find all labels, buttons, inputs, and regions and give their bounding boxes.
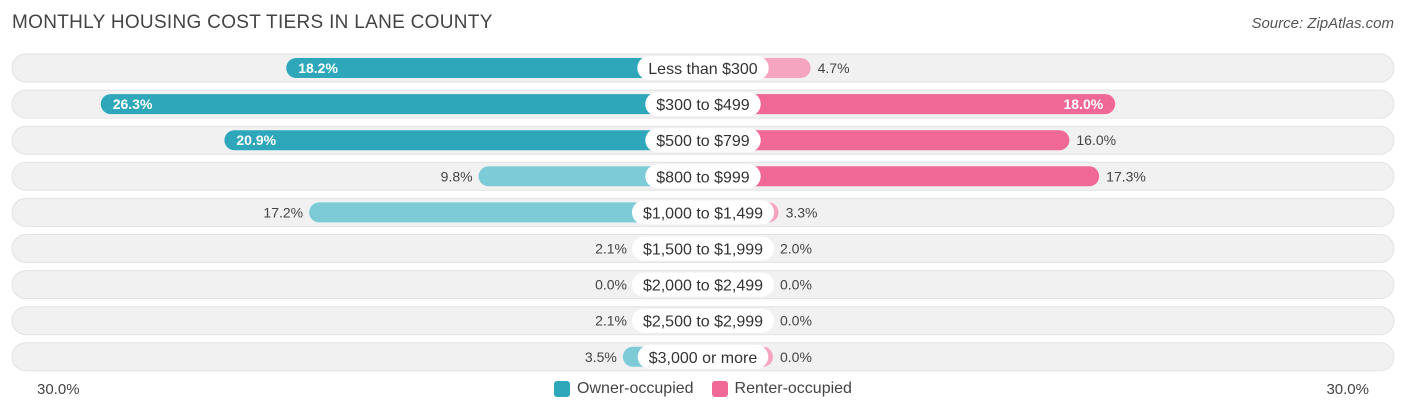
value-label-renter: 0.0% bbox=[780, 277, 812, 293]
bar-owner-less-than-300 bbox=[286, 58, 703, 78]
value-label-owner: 2.1% bbox=[595, 241, 627, 257]
value-label-owner: 18.2% bbox=[298, 60, 338, 76]
category-label: Less than $300 bbox=[648, 61, 758, 78]
axis-label-left: 30.0% bbox=[37, 381, 80, 398]
value-label-renter: 17.3% bbox=[1106, 168, 1146, 184]
category-pill bbox=[631, 272, 775, 297]
axis-label-right: 30.0% bbox=[1326, 381, 1369, 398]
value-label-renter: 2.0% bbox=[780, 241, 812, 257]
row-1-500-to-1-999: $1,500 to $1,999 2.1% 2.0% bbox=[11, 234, 1395, 263]
category-label: $300 to $499 bbox=[656, 97, 750, 114]
bar-owner-1-000-to-1-499 bbox=[309, 202, 703, 223]
legend-swatch-owner bbox=[554, 381, 571, 397]
row-1-000-to-1-499: $1,000 to $1,499 17.2% 3.3% bbox=[11, 197, 1395, 227]
category-label: $1,000 to $1,499 bbox=[643, 205, 763, 222]
row-300-to-499: $300 to $499 26.3% 18.0% bbox=[11, 89, 1395, 119]
legend-item-renter[interactable]: Renter-occupied bbox=[711, 380, 852, 398]
value-label-owner: 3.5% bbox=[585, 349, 617, 365]
bar-owner-500-to-799 bbox=[224, 130, 703, 151]
bar-renter-300-to-499 bbox=[703, 94, 1116, 115]
category-pill bbox=[645, 92, 761, 117]
legend: Owner-occupied Renter-occupied bbox=[0, 380, 1406, 398]
legend-label-owner: Owner-occupied bbox=[577, 380, 694, 397]
category-pill bbox=[645, 164, 761, 189]
bar-owner-300-to-499 bbox=[100, 94, 704, 115]
value-label-owner: 9.8% bbox=[441, 168, 473, 184]
row-500-to-799: $500 to $799 20.9% 16.0% bbox=[11, 125, 1395, 155]
category-label: $2,000 to $2,499 bbox=[643, 278, 763, 295]
row-2-500-to-2-999: $2,500 to $2,999 2.1% 0.0% bbox=[11, 306, 1395, 336]
chart-title: MONTHLY HOUSING COST TIERS IN LANE COUNT… bbox=[12, 12, 493, 33]
category-pill bbox=[631, 200, 775, 225]
row-2-000-to-2-499: $2,000 to $2,499 0.0% 0.0% bbox=[11, 270, 1395, 300]
value-label-renter: 0.0% bbox=[780, 349, 812, 365]
category-label: $2,500 to $2,999 bbox=[643, 314, 763, 331]
value-label-renter: 3.3% bbox=[786, 204, 818, 220]
row-less-than-300: Less than $300 18.2% 4.7% bbox=[11, 53, 1395, 83]
bar-renter-500-to-799 bbox=[703, 130, 1070, 151]
row-3-000-or-more: $3,000 or more 3.5% 0.0% bbox=[11, 342, 1395, 372]
value-label-owner: 20.9% bbox=[236, 132, 276, 148]
value-label-renter: 16.0% bbox=[1076, 132, 1116, 148]
diverging-bar-chart: Less than $300 18.2% 4.7% $300 to $499 26.3%… bbox=[11, 53, 1395, 372]
value-label-owner: 2.1% bbox=[595, 313, 627, 329]
value-label-renter: 18.0% bbox=[1063, 96, 1103, 112]
legend-label-renter: Renter-occupied bbox=[734, 380, 852, 397]
category-label: $800 to $999 bbox=[656, 169, 750, 186]
category-label: $3,000 or more bbox=[649, 350, 758, 367]
category-pill bbox=[637, 344, 769, 369]
bar-renter-800-to-999 bbox=[703, 166, 1100, 187]
value-label-renter: 0.0% bbox=[780, 313, 812, 329]
category-pill bbox=[631, 308, 775, 333]
category-pill bbox=[631, 236, 775, 261]
category-pill bbox=[645, 128, 761, 153]
value-label-owner: 0.0% bbox=[595, 277, 627, 293]
value-label-owner: 26.3% bbox=[113, 96, 153, 112]
category-label: $1,500 to $1,999 bbox=[643, 242, 763, 259]
value-label-renter: 4.7% bbox=[818, 60, 850, 76]
row-800-to-999: $800 to $999 9.8% 17.3% bbox=[11, 161, 1395, 191]
value-label-owner: 17.2% bbox=[263, 204, 303, 220]
legend-swatch-renter bbox=[711, 381, 728, 397]
chart-source: Source: ZipAtlas.com bbox=[1251, 15, 1394, 32]
category-label: $500 to $799 bbox=[656, 133, 750, 150]
category-pill bbox=[637, 56, 769, 80]
legend-item-owner[interactable]: Owner-occupied bbox=[554, 380, 694, 398]
